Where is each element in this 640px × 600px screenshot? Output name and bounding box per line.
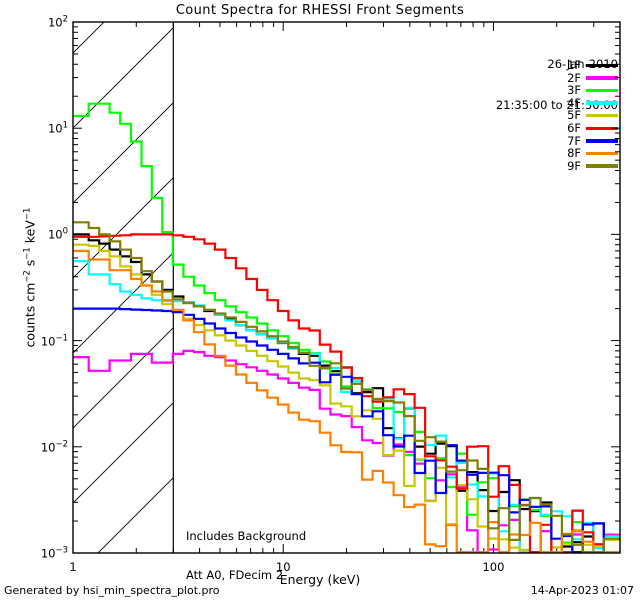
legend-swatch bbox=[586, 76, 618, 80]
y-tick-label: 101 bbox=[47, 120, 68, 136]
legend-swatch bbox=[586, 113, 618, 118]
legend-swatch bbox=[586, 126, 618, 131]
y-axis-label: counts cm−2 s−1 keV−1 bbox=[22, 207, 38, 348]
legend-swatch bbox=[586, 151, 618, 156]
legend-item-8f: 8F bbox=[567, 147, 618, 160]
legend-swatch bbox=[586, 88, 618, 93]
annotation-line-1: Includes Background bbox=[186, 529, 307, 543]
footer-timestamp: 14-Apr-2023 01:07 bbox=[530, 584, 634, 597]
legend: 1F 2F 3F 4F 5F 6F 7F 8F 9F bbox=[567, 59, 618, 172]
legend-label: 9F bbox=[567, 158, 581, 173]
legend-item-5f: 5F bbox=[567, 109, 618, 122]
footer-generator: Generated by hsi_min_spectra_plot.pro bbox=[4, 584, 220, 597]
legend-item-4f: 4F bbox=[567, 97, 618, 110]
legend-swatch bbox=[586, 164, 618, 168]
series-line-9f bbox=[73, 221, 620, 554]
y-tick-label: 10−3 bbox=[40, 545, 68, 561]
chart-title: Count Spectra for RHESSI Front Segments bbox=[175, 3, 465, 18]
plot-annotation: Includes Background Att A0, FDecim 2 bbox=[186, 504, 306, 595]
observation-date: 26-Jan-2010 bbox=[547, 57, 618, 71]
series-line-5f bbox=[73, 243, 620, 554]
legend-swatch bbox=[586, 101, 618, 105]
plot-frame bbox=[72, 21, 621, 554]
legend-item-3f: 3F bbox=[567, 84, 618, 97]
series-line-2f bbox=[73, 349, 620, 554]
legend-label: 1F bbox=[567, 58, 581, 72]
axis-ticks bbox=[72, 21, 621, 554]
legend-item-1f: 1F bbox=[567, 59, 618, 72]
legend-label: 2F bbox=[567, 70, 581, 85]
y-tick-label: 102 bbox=[47, 14, 68, 30]
legend-swatch bbox=[586, 139, 618, 143]
legend-label: 5F bbox=[567, 108, 581, 123]
legend-item-9f: 9F bbox=[567, 160, 618, 173]
legend-label: 3F bbox=[567, 83, 581, 98]
x-axis-label: Energy (keV) bbox=[279, 572, 361, 587]
series-line-7f bbox=[73, 307, 620, 554]
legend-item-2f: 2F bbox=[567, 70, 618, 85]
legend-item-7f: 7F bbox=[567, 133, 618, 148]
y-tick-label: 100 bbox=[47, 226, 68, 242]
series-line-3f bbox=[73, 102, 620, 554]
legend-swatch bbox=[586, 63, 618, 68]
x-tick-label: 100 bbox=[482, 560, 505, 574]
legend-item-6f: 6F bbox=[567, 122, 618, 135]
legend-label: 8F bbox=[567, 146, 581, 161]
legend-label: 6F bbox=[567, 120, 581, 135]
x-tick-label: 10 bbox=[275, 560, 291, 574]
y-tick-label: 10−2 bbox=[40, 439, 68, 455]
y-tick-label: 10−1 bbox=[40, 333, 68, 349]
legend-label: 7F bbox=[567, 133, 581, 148]
x-tick-label: 1 bbox=[69, 560, 77, 574]
annotation-line-2: Att A0, FDecim 2 bbox=[186, 568, 284, 582]
legend-label: 4F bbox=[567, 95, 581, 110]
